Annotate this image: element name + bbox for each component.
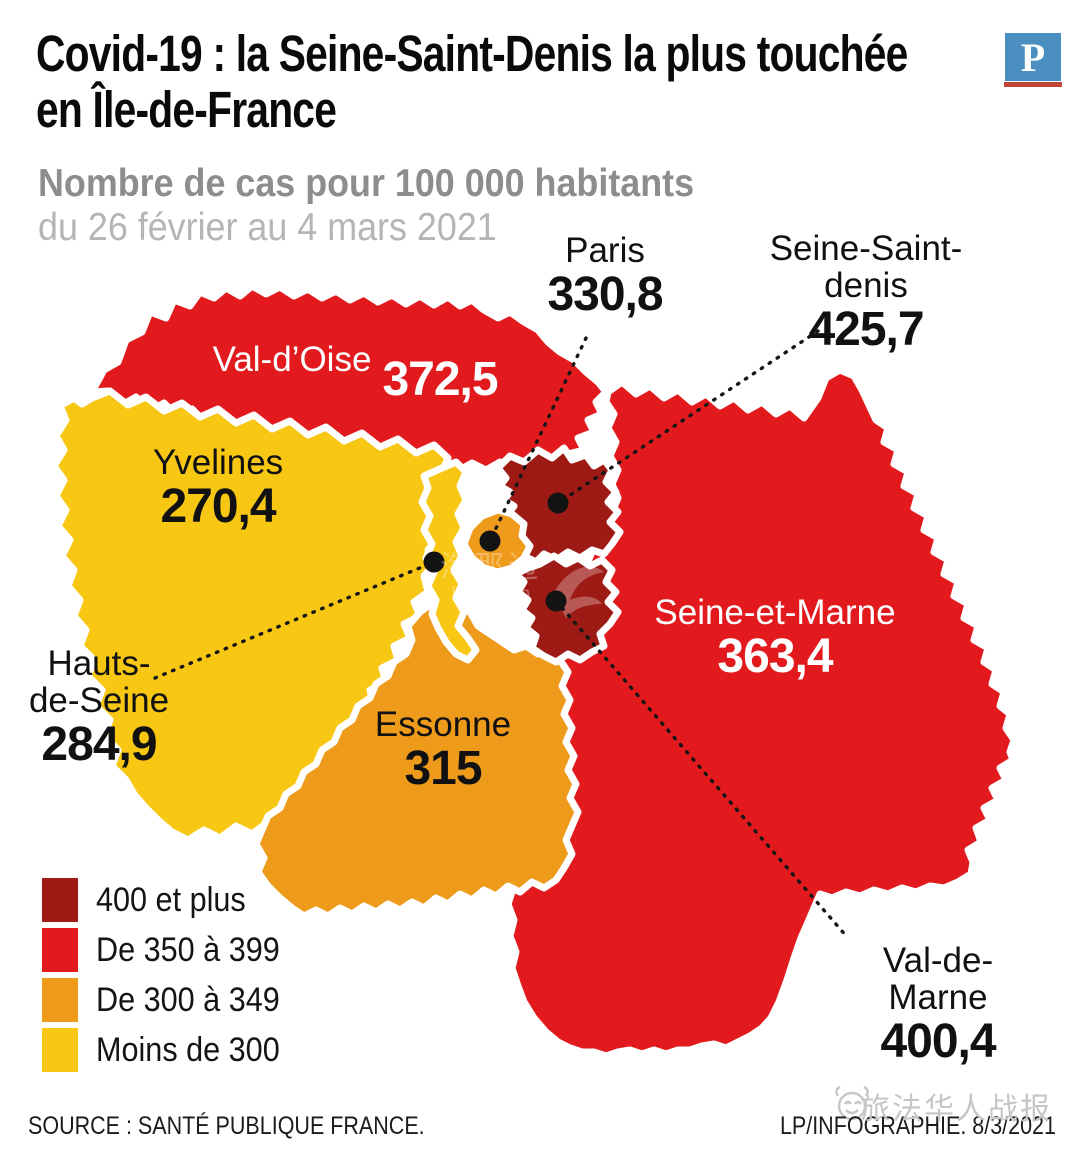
leader-val-de-marne	[554, 599, 850, 940]
label-val-d-oise-value: 372,5	[382, 353, 498, 406]
region-name-line1: Hauts-	[47, 644, 151, 683]
region-value: 425,7	[808, 303, 924, 356]
watermark-center: 海那边 hinabian	[440, 552, 542, 606]
legend-row: De 350 à 399	[42, 928, 300, 972]
watermark-center-en: hinabian	[451, 583, 531, 606]
label-seine-et-marne: Seine-et-Marne 363,4	[654, 594, 895, 683]
region-value: 372,5	[382, 353, 498, 406]
leader-paris	[488, 336, 588, 543]
legend-label: Moins de 300	[96, 1030, 280, 1069]
region-name: Seine-Saint-denis	[769, 229, 963, 305]
legend-row: 400 et plus	[42, 878, 300, 922]
legend: 400 et plus De 350 à 399 De 300 à 349 Mo…	[42, 878, 300, 1078]
region-essonne	[252, 598, 582, 920]
logo-square: P	[1005, 33, 1061, 81]
legend-swatch-dark-red	[42, 878, 78, 922]
title-line1: Covid-19 : la Seine-Saint-Denis la plus …	[36, 25, 908, 82]
region-value: 315	[404, 742, 482, 795]
leader-hauts-de-seine	[153, 560, 436, 680]
label-seine-saint-denis: Seine-Saint-denis 425,7	[759, 230, 973, 356]
legend-row: De 300 à 349	[42, 978, 300, 1022]
legend-row: Moins de 300	[42, 1028, 300, 1072]
region-name: Seine-et-Marne	[654, 593, 896, 632]
region-name: Yvelines	[152, 443, 284, 482]
region-name: Val-d’Oise	[212, 340, 372, 379]
subtitle: Nombre de cas pour 100 000 habitants	[38, 162, 695, 205]
watermark-footer: 旅法华人战报	[860, 1084, 1052, 1128]
legend-label: De 300 à 349	[96, 980, 280, 1019]
dot-val-de-marne	[545, 590, 567, 612]
label-paris: Paris 330,8	[547, 231, 663, 321]
title-line2: en Île-de-France	[36, 81, 337, 138]
region-name-line2: de-Seine	[28, 681, 170, 720]
logo-letter: P	[1020, 34, 1046, 80]
logo-underline	[1004, 82, 1062, 87]
legend-swatch-red	[42, 928, 78, 972]
dot-hauts-de-seine	[423, 551, 445, 573]
source-credit: SOURCE : SANTÉ PUBLIQUE FRANCE.	[28, 1112, 425, 1140]
watermark-footer-text: 旅法华人战报	[860, 1093, 1052, 1126]
region-value: 363,4	[717, 630, 833, 683]
region-value: 400,4	[880, 1015, 996, 1068]
le-parisien-logo: P	[1004, 33, 1062, 91]
region-name: Paris	[565, 231, 645, 270]
region-value: 284,9	[41, 718, 157, 771]
label-hauts-de-seine: Hauts- de-Seine 284,9	[29, 645, 169, 771]
region-value: 330,8	[547, 268, 663, 321]
region-hauts-de-seine	[418, 458, 480, 664]
label-val-d-oise-name: Val-d’Oise	[213, 341, 372, 378]
label-essonne: Essonne 315	[375, 706, 511, 795]
dot-seine-saint-denis	[547, 492, 569, 514]
legend-swatch-yellow	[42, 1028, 78, 1072]
dot-paris	[479, 530, 501, 552]
label-yvelines: Yvelines 270,4	[153, 444, 283, 533]
infographic-credit: LP/INFOGRAPHIE. 8/3/2021	[779, 1112, 1056, 1140]
legend-swatch-orange	[42, 978, 78, 1022]
watermark-center-zh: 海那边	[440, 551, 542, 584]
region-val-de-marne	[512, 552, 622, 666]
label-val-de-marne: Val-de-Marne 400,4	[867, 942, 1009, 1068]
region-value: 270,4	[160, 480, 276, 533]
legend-label: De 350 à 399	[96, 930, 280, 969]
legend-label: 400 et plus	[96, 880, 246, 919]
page-title: Covid-19 : la Seine-Saint-Denis la plus …	[36, 26, 1080, 138]
period: du 26 février au 4 mars 2021	[38, 206, 497, 249]
region-name: Val-de-Marne	[882, 941, 994, 1017]
region-name: Essonne	[374, 705, 512, 744]
watermark-smiley-icon	[835, 1085, 869, 1121]
